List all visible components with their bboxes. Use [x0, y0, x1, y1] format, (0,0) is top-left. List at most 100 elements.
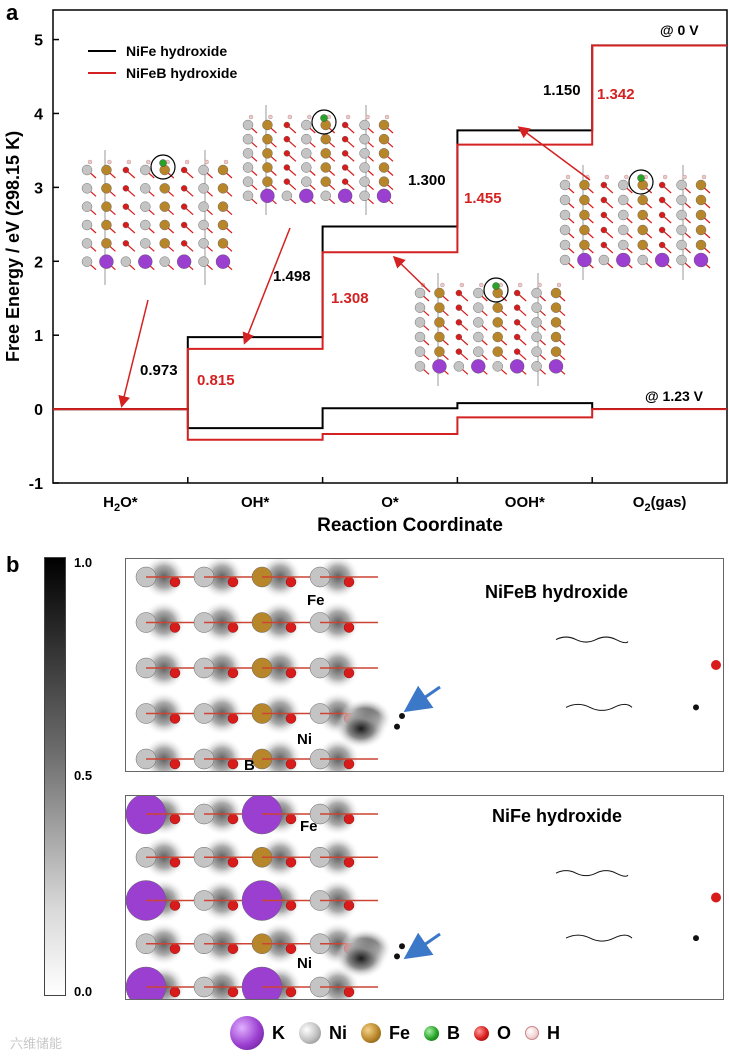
atom-ni [414, 361, 426, 372]
step-label-nifeb-2: 1.308 [331, 290, 369, 307]
atom-ni [242, 176, 254, 187]
atom-o [169, 576, 181, 588]
density-spot [394, 953, 400, 960]
y-axis-label: Free Energy / eV (298.15 K) [3, 131, 23, 362]
atom-o [455, 304, 463, 311]
atom-ni [359, 148, 370, 159]
atom-ni [559, 254, 571, 266]
density-blob [316, 796, 360, 836]
atom-o [180, 185, 188, 192]
y-tick-label: 4 [34, 106, 43, 123]
atom-fe [320, 133, 331, 145]
atom-fe [579, 224, 590, 236]
atom-ni [301, 148, 312, 159]
atom-o [658, 211, 666, 219]
atom-ni [531, 346, 542, 357]
atom-o [122, 221, 130, 229]
atom-ni [531, 287, 542, 299]
atom-o [169, 900, 181, 911]
atom-h [701, 174, 707, 180]
atom-ni [473, 331, 484, 343]
colorbar-mid: 0.5 [74, 768, 93, 783]
atom-b [637, 174, 645, 182]
atom-h [517, 282, 523, 288]
atom-fe [262, 176, 273, 187]
density-blob [200, 559, 244, 599]
atom-label-fe-top: Fe [307, 592, 325, 609]
atom-o [169, 758, 181, 770]
legend-line-nife [88, 50, 116, 52]
density-spot [693, 704, 699, 711]
atom-o [180, 221, 188, 229]
panel-b-letter: b [6, 552, 20, 577]
atom-o [513, 333, 521, 341]
atom-o [122, 203, 130, 210]
atom-fe [378, 148, 390, 159]
active-site-marker [628, 169, 654, 195]
atom-fe [550, 331, 562, 343]
atom-legend-o: O [474, 1023, 511, 1044]
atom-fe [695, 209, 707, 221]
atom-k [471, 359, 486, 374]
atom-ni [414, 331, 426, 343]
atom-o [122, 185, 130, 192]
atom [126, 796, 167, 835]
charge-density-map-nifeb [135, 559, 721, 771]
atom-swatch-ni [299, 1022, 321, 1044]
slab-model-ooh [559, 165, 711, 280]
atom-h [556, 282, 562, 288]
atom-ni [198, 238, 209, 249]
density-spot [399, 713, 405, 719]
atom-fe [637, 194, 648, 206]
atom-h [459, 282, 465, 288]
atom-ni [492, 361, 503, 372]
atom-fe [637, 239, 648, 251]
atom-b [159, 159, 167, 167]
atom-ni [618, 179, 629, 191]
atom-ni [676, 194, 687, 206]
atom-fe [550, 317, 562, 328]
atom-ni [531, 317, 542, 328]
atom-o [285, 667, 297, 679]
atom-fe [695, 179, 707, 191]
atom-fe [579, 209, 590, 221]
atom-o [343, 900, 355, 911]
atom-fe [217, 238, 229, 249]
atom-o [513, 348, 521, 355]
x-tick-label: OH* [241, 494, 270, 511]
series-line-1 [53, 44, 727, 411]
atom-k [548, 359, 564, 374]
atom-ni [81, 201, 93, 212]
atom-legend: K Ni Fe B O H [230, 1016, 560, 1050]
atom-h [204, 159, 209, 165]
atom-ni [242, 119, 254, 131]
atom-o [180, 240, 188, 247]
atom-fe [320, 162, 331, 173]
atom-o [227, 576, 239, 588]
atom-o [285, 900, 297, 911]
density-spot [394, 723, 400, 730]
atom-fe [101, 201, 112, 212]
atom-fe [378, 162, 390, 173]
atom-o [455, 289, 463, 297]
atom-ni [531, 302, 542, 313]
atom-h [565, 174, 571, 180]
atom-o [513, 304, 521, 311]
step-label-nife-1: 0.973 [140, 362, 178, 379]
atom-label-fe-bottom: Fe [300, 818, 318, 835]
atom-ni [359, 119, 370, 131]
atom-ni [618, 224, 629, 236]
atom-fe [262, 148, 273, 159]
atom-o [227, 713, 239, 724]
atom-k [376, 188, 392, 204]
atom-legend-label-fe: Fe [389, 1022, 411, 1043]
atom-b [320, 114, 328, 122]
atom-o [169, 713, 181, 724]
x-tick-label: O2(gas) [633, 494, 687, 514]
atom-h [365, 114, 370, 120]
x-tick-label: OOH* [505, 494, 545, 511]
atom-o [227, 986, 239, 998]
atom-h [87, 159, 93, 165]
atom-ni [359, 190, 370, 202]
atom-o [343, 857, 355, 868]
